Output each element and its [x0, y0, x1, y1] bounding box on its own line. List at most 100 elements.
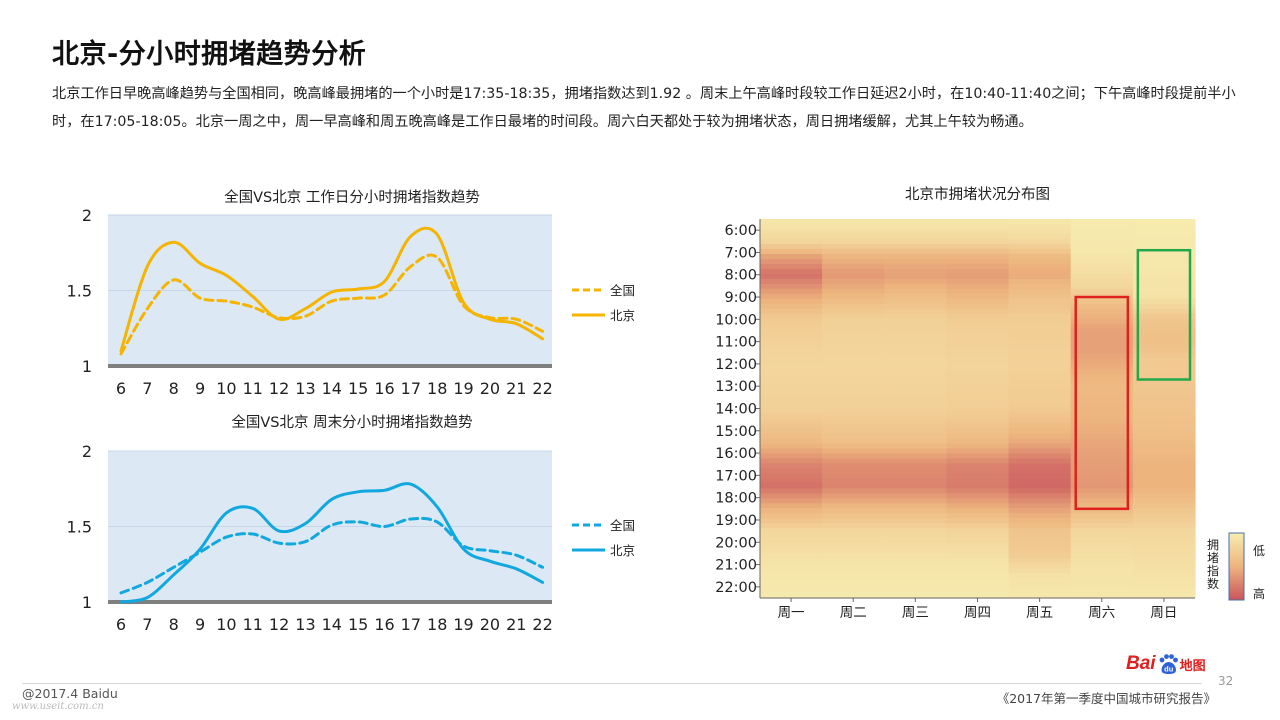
highlight-box-red: [1074, 295, 1130, 511]
heat-cell: [822, 518, 885, 524]
heat-cell: [760, 288, 823, 295]
day-label: 周二: [840, 605, 867, 621]
heat-cell: [1008, 368, 1072, 375]
heat-cell: [1132, 403, 1196, 410]
heat-cell: [1008, 293, 1072, 300]
heat-cell: [884, 219, 947, 225]
heat-cell: [822, 493, 885, 499]
heat-cell: [760, 458, 823, 464]
heat-cell: [1008, 433, 1072, 439]
heat-cell: [946, 303, 1010, 310]
heat-cell: [1070, 493, 1134, 499]
heat-cell: [760, 258, 823, 265]
baidu-map-logo: Bai du 地图: [1126, 650, 1206, 678]
heat-cell: [760, 548, 823, 554]
heat-cell: [884, 433, 947, 439]
heat-cell: [1008, 283, 1072, 290]
colorbar-title: 拥堵指数: [1207, 538, 1219, 591]
heat-cell: [1070, 398, 1134, 405]
heat-cell: [946, 538, 1010, 544]
heat-cell: [1008, 328, 1072, 335]
heat-cell: [760, 224, 823, 230]
heat-cell: [760, 413, 823, 420]
heat-cell: [760, 229, 823, 235]
heat-cell: [946, 558, 1010, 564]
heat-cell: [1132, 593, 1196, 599]
heat-cell: [1070, 458, 1134, 464]
heat-cell: [822, 538, 885, 544]
x-tick-label: 16: [374, 379, 394, 398]
heat-cell: [1132, 533, 1196, 539]
x-tick-label: 14: [322, 615, 342, 634]
hour-label: 7:00: [724, 245, 757, 261]
heat-cell: [760, 234, 823, 240]
heat-cell: [760, 438, 823, 444]
x-tick-label: 20: [480, 615, 500, 634]
heat-cell: [1008, 428, 1072, 434]
heat-cell: [1008, 323, 1072, 330]
heat-cell: [1008, 508, 1072, 514]
heat-cell: [1070, 263, 1134, 270]
heat-cell: [760, 443, 823, 449]
heat-cell: [1008, 503, 1072, 509]
heat-cell: [884, 443, 947, 449]
heat-cell: [946, 273, 1010, 280]
heat-cell: [1070, 383, 1134, 390]
heat-cell: [1132, 478, 1196, 484]
heat-cell: [822, 243, 885, 250]
heat-cell: [1132, 298, 1196, 305]
heat-cell: [760, 493, 823, 499]
heat-cell: [884, 593, 947, 599]
heat-cell: [884, 358, 947, 365]
heat-cell: [1132, 263, 1196, 270]
heat-cell: [1132, 353, 1196, 360]
x-tick-label: 19: [453, 615, 473, 634]
heat-cell: [1008, 263, 1072, 270]
heat-cell: [884, 508, 947, 514]
heat-cell: [1132, 548, 1196, 554]
heat-cell: [1008, 243, 1072, 250]
heat-cell: [1132, 488, 1196, 494]
heat-cell: [884, 578, 947, 584]
heat-cell: [946, 528, 1010, 534]
heat-cell: [1070, 448, 1134, 454]
heat-cell: [822, 468, 885, 474]
heat-cell: [822, 398, 885, 405]
heat-cell: [760, 318, 823, 325]
heat-cell: [1132, 343, 1196, 350]
heat-cell: [1132, 438, 1196, 444]
heat-cell: [1070, 283, 1134, 290]
heat-cell: [760, 498, 823, 504]
heat-cell: [822, 298, 885, 305]
heat-cell: [822, 338, 885, 345]
heat-cell: [1070, 328, 1134, 335]
hour-label: 16:00: [715, 446, 757, 462]
heat-cell: [884, 378, 947, 385]
heat-cell: [822, 248, 885, 255]
heat-cell: [1070, 433, 1134, 439]
heat-cell: [946, 258, 1010, 265]
heat-cell: [1132, 528, 1196, 534]
heat-cell: [1070, 288, 1134, 295]
heat-cell: [1070, 318, 1134, 325]
heat-cell: [1132, 538, 1196, 544]
x-tick-label: 9: [195, 615, 205, 634]
heat-cell: [760, 543, 823, 549]
heat-cell: [822, 523, 885, 529]
heat-cell: [884, 583, 947, 589]
heat-cell: [760, 578, 823, 584]
x-tick-label: 8: [169, 615, 179, 634]
heat-cell: [1070, 303, 1134, 310]
heat-cell: [1008, 518, 1072, 524]
heat-cell: [946, 353, 1010, 360]
heat-cell: [1008, 533, 1072, 539]
heat-cell: [1070, 503, 1134, 509]
heat-cell: [1132, 473, 1196, 479]
heatmap-column-0: [760, 219, 823, 599]
heat-cell: [822, 353, 885, 360]
chart-title: 全国VS北京 工作日分小时拥堵指数趋势: [224, 188, 480, 206]
colorbar-title-char: 拥: [1207, 538, 1219, 552]
x-tick-label: 13: [295, 379, 315, 398]
heat-cell: [1070, 308, 1134, 315]
heat-cell: [822, 229, 885, 235]
